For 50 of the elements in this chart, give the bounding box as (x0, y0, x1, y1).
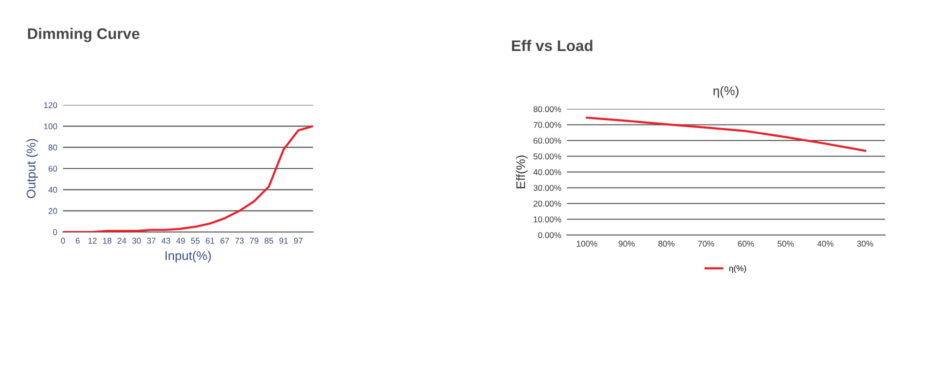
chart-subtitle: η(%) (713, 86, 738, 98)
chart-title: Eff vs Load (512, 40, 592, 52)
y-tick-label: 20.00% (534, 200, 562, 207)
x-tick-label: 6 (76, 238, 80, 244)
x-tick-label: 61 (206, 238, 214, 244)
y-tick-label: 80.00% (534, 106, 562, 112)
x-tick-label: 60% (738, 240, 754, 247)
x-tick-label: 50% (778, 240, 794, 247)
x-tick-label: 49 (176, 238, 185, 244)
x-tick-label: 43 (162, 238, 170, 244)
y-axis-title: Eff(%) (516, 156, 528, 188)
y-tick-label: 60.00% (534, 138, 562, 144)
x-tick-label: 70% (698, 240, 714, 247)
y-tick-label: 40.00% (533, 169, 562, 176)
x-tick-label: 40% (817, 240, 834, 247)
y-tick-label: 100 (44, 123, 58, 130)
x-tick-label: 0 (61, 238, 65, 244)
x-tick-label: 85 (264, 238, 274, 244)
x-tick-label: 24 (118, 238, 126, 244)
y-tick-label: 40 (48, 186, 58, 193)
x-tick-label: 30% (857, 240, 874, 247)
y-tick-label: 0.00% (538, 232, 562, 238)
x-tick-label: 12 (88, 238, 97, 244)
line-series (63, 125, 313, 232)
x-tick-label: 55 (191, 238, 200, 244)
chart-title: Dimming Curve (28, 28, 140, 42)
x-tick-label: 90% (618, 240, 635, 247)
y-tick-label: 10.00% (534, 216, 562, 222)
x-tick-label: 37 (146, 238, 156, 244)
y-tick-label: 50.00% (534, 153, 562, 160)
x-tick-label: 30 (132, 238, 141, 244)
y-tick-label: 30.00% (534, 184, 562, 191)
y-tick-label: 20 (48, 208, 58, 214)
x-tick-label: 73 (235, 238, 244, 244)
x-axis-title: Input(%) (166, 250, 211, 263)
y-tick-label: 60 (48, 166, 58, 172)
x-tick-label: 80% (658, 240, 674, 247)
x-tick-label: 97 (294, 238, 303, 244)
y-axis-title: Output (%) (26, 139, 38, 198)
x-tick-label: 67 (220, 238, 229, 244)
x-tick-label: 100% (576, 240, 598, 247)
x-tick-label: 18 (103, 238, 112, 244)
y-tick-label: 120 (44, 102, 58, 108)
legend-label: η(%) (729, 265, 746, 273)
x-tick-label: 91 (279, 238, 288, 244)
y-tick-label: 70.00% (534, 122, 562, 128)
x-tick-label: 79 (250, 238, 258, 244)
y-tick-label: 0 (53, 229, 58, 236)
y-tick-label: 80 (48, 144, 58, 150)
line-series (586, 116, 866, 152)
